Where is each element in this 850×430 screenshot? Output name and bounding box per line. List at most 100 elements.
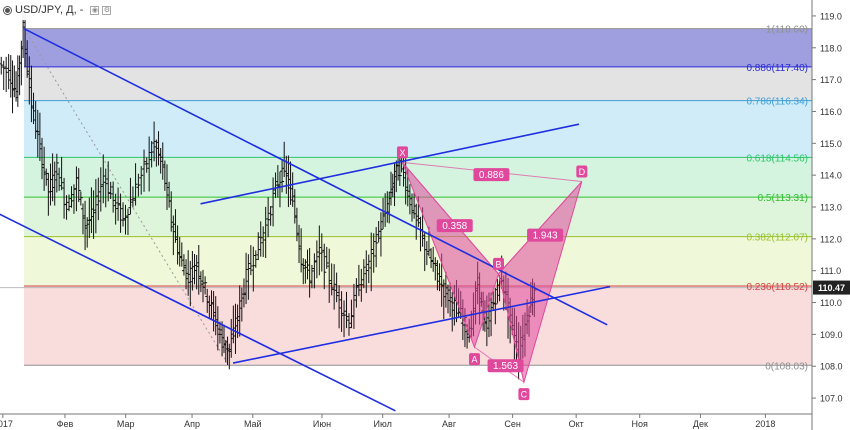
price-bar (253, 250, 258, 268)
trendline-1 (23, 27, 608, 326)
price-bar (67, 194, 72, 212)
pattern-point-box (468, 353, 480, 366)
price-bar (349, 299, 354, 329)
price-bar (101, 154, 106, 204)
price-bar (256, 232, 261, 261)
price-bar (149, 141, 154, 168)
ratio-tag-label: 0.886 (479, 170, 504, 181)
price-bar (268, 206, 273, 226)
price-bar (266, 197, 271, 238)
x-tick-label: Апр (184, 419, 200, 429)
fib-label-0.786: 0.786(116.34) (746, 97, 808, 108)
fib-band-0.382 (24, 236, 812, 286)
y-tick-label: 113.0 (820, 203, 842, 213)
price-bar (6, 54, 11, 90)
price-bar (258, 221, 263, 257)
trendline-2 (0, 213, 396, 412)
price-bar (244, 252, 249, 305)
y-tick-label: 112.0 (820, 234, 842, 244)
fib-label-1: 1(118.60) (766, 25, 808, 36)
fib-label-0.382: 0.382(112.07) (746, 233, 808, 244)
ratio-tag-box (527, 228, 564, 242)
price-bar (152, 121, 157, 162)
price-bar (312, 253, 317, 289)
symbol-status-icon (3, 5, 12, 15)
y-tick-label: 118.0 (820, 43, 842, 53)
x-tick-label: Фев (57, 419, 74, 429)
price-bar (76, 168, 81, 203)
price-bar (351, 283, 356, 329)
price-bar (342, 300, 347, 338)
eye-icon[interactable]: ◉ (90, 5, 100, 15)
y-tick-label: 107.0 (820, 394, 843, 404)
price-bar (339, 291, 344, 332)
pattern-point-label: X (399, 148, 405, 158)
settings-icon[interactable]: ⚙ (102, 5, 112, 15)
pattern-point-label: A (471, 355, 477, 365)
pattern-point-box (492, 257, 504, 270)
price-bar (371, 233, 376, 273)
pattern-point-box (396, 146, 408, 159)
price-bar (123, 204, 128, 235)
fib-band-0.886 (24, 66, 812, 101)
price-bar (361, 259, 366, 289)
y-tick-label: 111.0 (820, 266, 841, 276)
price-bar (106, 161, 111, 202)
trendline-4 (232, 285, 611, 364)
price-bar (108, 181, 113, 200)
pattern-point-label: C (521, 390, 528, 400)
x-tick-label: Июл (374, 419, 392, 429)
price-bar (130, 186, 135, 208)
price-bar (273, 172, 278, 199)
ratio-tag-label: 0.358 (442, 221, 467, 232)
price-bar (128, 177, 133, 215)
price-bar (103, 168, 108, 208)
price-bar (337, 285, 342, 329)
price-bar (314, 240, 319, 279)
price-bar (344, 291, 349, 329)
price-bar (366, 254, 371, 284)
y-axis-panel (813, 0, 850, 430)
price-bar (322, 243, 327, 290)
price-bar (327, 248, 332, 303)
trendline-3 (200, 123, 580, 205)
pattern-point-b: B (492, 257, 504, 270)
price-bar (133, 163, 138, 206)
price-bar (147, 136, 152, 192)
y-tick-label: 117.0 (820, 75, 842, 85)
ratio-tag-label: 1.943 (533, 231, 558, 242)
x-tick-label: Май (244, 419, 262, 429)
price-bar (64, 195, 69, 220)
price-bar (374, 227, 379, 268)
symbol-label: USD/JPY, Д, - (15, 4, 84, 16)
pattern-point-x: X (396, 146, 408, 159)
price-bar (91, 190, 96, 239)
price-bar (0, 56, 4, 75)
ratio-tag-box (436, 219, 473, 233)
x-tick-label: Дек (693, 419, 708, 429)
y-tick-label: 108.0 (820, 362, 843, 372)
fib-label-0: 0(108.03) (765, 361, 808, 372)
price-bar (57, 167, 62, 191)
y-tick-label: 109.0 (820, 330, 843, 340)
x-tick-label: Мар (117, 419, 135, 429)
price-bar (98, 167, 103, 212)
price-bar (329, 263, 334, 296)
pattern-point-label: B (495, 259, 501, 269)
price-bar (364, 250, 369, 294)
ratio-tag-label: 1.563 (493, 361, 518, 372)
pattern-point-box (518, 388, 530, 401)
price-bar (144, 157, 149, 173)
last-price-badge-label: 110.47 (818, 283, 845, 293)
price-bar (319, 233, 324, 272)
price-bar (356, 264, 361, 297)
price-bar (1, 60, 6, 90)
fib-band-1 (24, 28, 812, 67)
price-bar (307, 248, 312, 298)
price-bar (54, 153, 59, 193)
fib-band-0.786 (24, 100, 812, 158)
price-bar (369, 232, 374, 292)
y-tick-label: 114.0 (820, 171, 842, 181)
y-tick-label: 116.0 (820, 107, 842, 117)
